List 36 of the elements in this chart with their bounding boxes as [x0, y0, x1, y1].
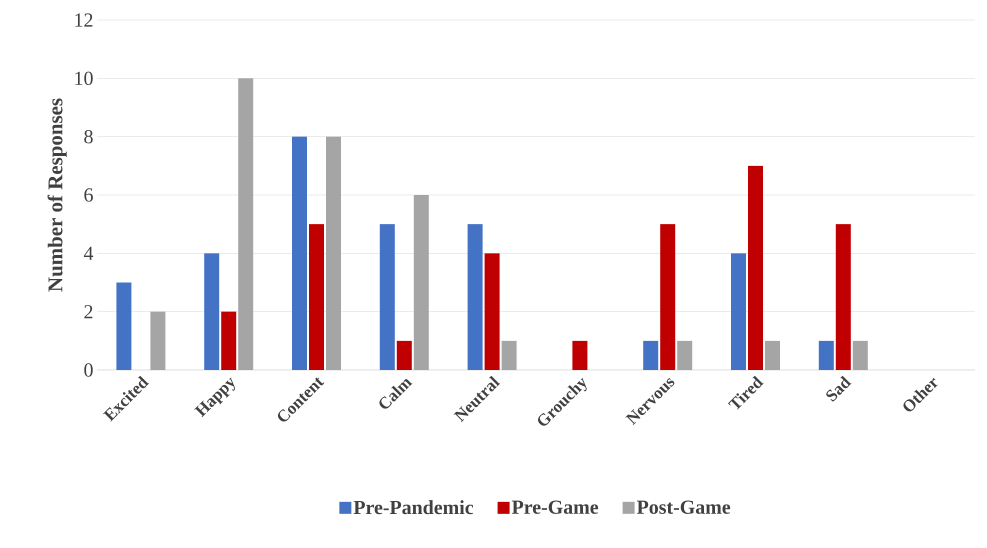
y-tick-label: 6	[84, 188, 93, 202]
legend-label: Pre-Pandemic	[354, 500, 474, 514]
bar	[380, 224, 395, 370]
bar	[748, 166, 764, 370]
bar	[326, 136, 342, 370]
y-tick-label: 12	[75, 13, 92, 27]
y-axis-title: Number of Responses	[48, 98, 67, 292]
bar	[818, 340, 834, 370]
y-tick-label: 0	[84, 363, 93, 377]
bar	[396, 340, 412, 370]
bar	[309, 224, 324, 370]
bar	[502, 340, 517, 370]
y-tick-label: 8	[84, 130, 93, 144]
legend-label: Post-Game	[636, 500, 730, 514]
bar	[116, 282, 132, 370]
bar	[414, 194, 429, 370]
legend-label: Pre-Game	[512, 500, 598, 514]
bar	[852, 340, 868, 370]
bar	[150, 312, 166, 370]
bar	[238, 78, 254, 370]
bar	[836, 224, 851, 370]
y-tick-label: 4	[84, 246, 94, 260]
bar	[292, 136, 308, 370]
bar	[221, 312, 236, 370]
bar	[484, 253, 500, 370]
bar	[660, 224, 676, 370]
bar	[204, 253, 220, 370]
x-tick-label: Sad	[826, 376, 852, 402]
bar	[731, 253, 746, 370]
bar	[765, 340, 780, 370]
y-tick-label: 10	[75, 72, 93, 86]
bar	[572, 340, 588, 370]
bar	[677, 340, 692, 370]
y-tick-label: 2	[84, 305, 92, 318]
bar	[643, 340, 658, 370]
bar	[468, 224, 483, 370]
